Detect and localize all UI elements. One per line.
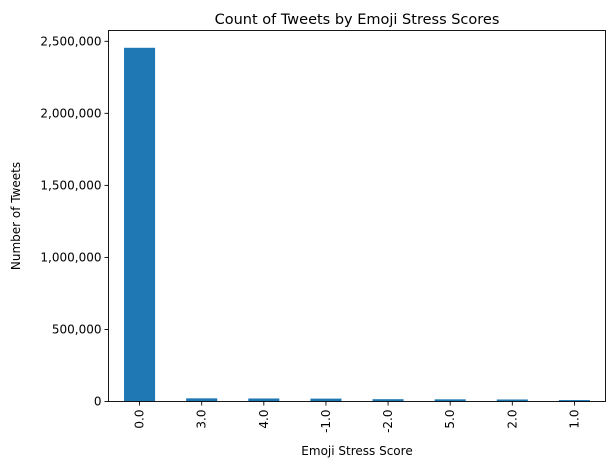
bar [434,399,466,402]
y-tick-label: 1,500,000 [40,178,101,192]
bar [186,398,218,402]
x-tick-label: 2.0 [505,410,519,429]
y-tick-label: 0 [94,395,102,409]
x-tick-label: 4.0 [257,410,271,429]
x-tick-label: 0.0 [133,410,147,429]
y-tick-label: 2,500,000 [40,34,101,48]
bar [310,398,342,402]
x-axis-label: Emoji Stress Score [301,444,412,458]
plot-frame [108,30,606,402]
bar [558,400,590,402]
bars [124,47,590,402]
y-tick-label: 500,000 [52,322,102,336]
x-tick-label: -1.0 [319,410,333,433]
y-axis-ticks: 0 500,000 1,000,000 1,500,000 2,000,000 2,500… [40,34,109,409]
y-axis-label: Number of Tweets [9,162,23,270]
chart-title: Count of Tweets by Emoji Stress Scores [215,12,500,28]
x-tick-label: 1.0 [567,410,581,429]
bar [372,399,404,402]
x-tick-label: 5.0 [443,410,457,429]
x-tick-label: -2.0 [381,410,395,433]
x-tick-label: 3.0 [195,410,209,429]
x-axis-ticks: 0.0 3.0 4.0 -1.0 -2.0 5.0 2.0 1.0 [133,401,581,433]
bar [496,399,528,402]
y-tick-label: 1,000,000 [40,250,101,264]
y-tick-label: 2,000,000 [40,106,101,120]
bar [248,398,280,402]
bar [124,47,156,402]
